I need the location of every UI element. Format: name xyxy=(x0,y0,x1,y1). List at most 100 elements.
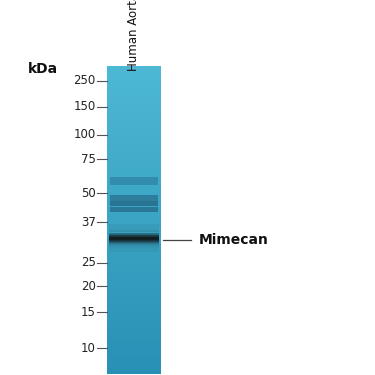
Bar xyxy=(107,113,161,114)
Bar xyxy=(107,278,161,279)
Bar xyxy=(107,344,161,345)
Bar xyxy=(107,282,161,283)
Bar xyxy=(107,332,161,333)
Bar xyxy=(107,78,161,80)
Bar xyxy=(107,95,161,97)
Bar xyxy=(107,152,161,153)
Bar xyxy=(107,215,161,217)
Bar xyxy=(107,214,161,216)
Bar xyxy=(107,87,161,88)
Bar xyxy=(107,256,161,258)
Bar xyxy=(107,296,161,298)
Text: 20: 20 xyxy=(81,280,96,292)
Bar xyxy=(109,234,159,235)
Bar xyxy=(109,249,159,250)
Bar xyxy=(107,295,161,297)
Bar xyxy=(107,335,161,337)
Bar xyxy=(107,96,161,98)
Bar xyxy=(107,150,161,151)
Bar xyxy=(107,326,161,327)
Bar xyxy=(107,171,161,172)
Bar xyxy=(107,109,161,110)
Bar xyxy=(107,166,161,168)
Bar xyxy=(107,168,161,170)
Bar xyxy=(107,299,161,301)
Bar xyxy=(107,180,161,182)
Bar xyxy=(107,309,161,310)
Bar xyxy=(107,364,161,365)
Bar xyxy=(107,237,161,238)
Bar xyxy=(107,80,161,81)
Bar xyxy=(107,183,161,185)
Bar xyxy=(107,202,161,203)
Bar xyxy=(107,203,161,204)
Bar xyxy=(107,313,161,314)
Bar xyxy=(107,228,161,229)
Bar xyxy=(107,365,161,366)
Bar xyxy=(107,88,161,90)
Bar xyxy=(107,176,161,178)
Bar xyxy=(109,246,159,247)
Bar xyxy=(107,242,161,243)
Bar xyxy=(110,177,158,184)
Bar xyxy=(107,151,161,152)
Bar xyxy=(107,172,161,174)
Bar xyxy=(107,105,161,106)
Bar xyxy=(107,190,161,191)
Bar xyxy=(107,359,161,360)
Bar xyxy=(107,129,161,130)
Text: 15: 15 xyxy=(81,306,96,319)
Bar xyxy=(107,104,161,105)
Bar xyxy=(107,86,161,87)
Bar xyxy=(107,120,161,122)
Bar xyxy=(107,225,161,227)
Bar xyxy=(107,68,161,69)
Bar xyxy=(107,302,161,304)
Bar xyxy=(107,192,161,193)
Bar xyxy=(107,69,161,70)
Bar xyxy=(107,77,161,78)
Bar xyxy=(107,323,161,324)
Bar xyxy=(107,127,161,129)
Bar xyxy=(107,106,161,108)
Bar xyxy=(107,177,161,179)
Bar xyxy=(107,175,161,177)
Bar xyxy=(107,71,161,72)
Bar xyxy=(107,276,161,277)
Bar xyxy=(107,275,161,276)
Bar xyxy=(107,148,161,149)
Bar xyxy=(107,327,161,328)
Bar xyxy=(107,201,161,202)
Bar xyxy=(107,198,161,199)
Bar xyxy=(107,321,161,322)
Bar xyxy=(107,66,161,67)
Bar xyxy=(107,328,161,329)
Bar xyxy=(107,306,161,308)
Bar xyxy=(107,194,161,195)
Bar xyxy=(107,204,161,206)
Bar xyxy=(107,162,161,164)
Bar xyxy=(107,251,161,252)
Bar xyxy=(107,235,161,236)
Bar xyxy=(107,153,161,154)
Bar xyxy=(107,319,161,320)
Text: 250: 250 xyxy=(74,74,96,87)
Bar xyxy=(107,303,161,305)
Bar xyxy=(107,170,161,172)
Bar xyxy=(107,121,161,122)
Bar xyxy=(107,298,161,300)
Text: 25: 25 xyxy=(81,256,96,269)
Bar xyxy=(110,201,158,206)
Bar xyxy=(107,79,161,80)
Bar xyxy=(107,108,161,109)
Bar xyxy=(107,293,161,295)
Bar xyxy=(107,164,161,165)
Bar xyxy=(107,272,161,273)
Bar xyxy=(107,330,161,332)
Bar xyxy=(107,231,161,232)
Bar xyxy=(107,358,161,359)
Bar xyxy=(107,141,161,143)
Bar xyxy=(107,213,161,214)
Text: kDa: kDa xyxy=(28,62,58,76)
Bar xyxy=(107,271,161,272)
